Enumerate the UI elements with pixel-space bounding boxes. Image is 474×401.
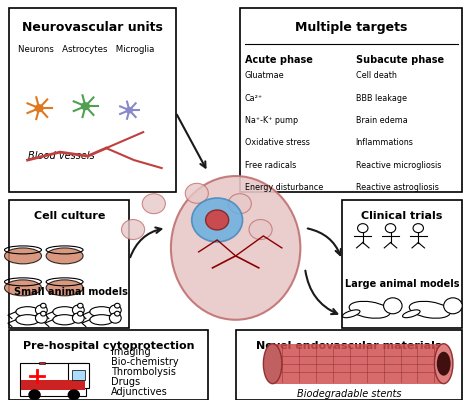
Ellipse shape — [90, 307, 113, 317]
Text: Cell culture: Cell culture — [34, 211, 105, 221]
Circle shape — [357, 224, 368, 233]
Text: Imaging: Imaging — [111, 346, 150, 356]
Circle shape — [78, 312, 83, 316]
Text: Bio-chemistry: Bio-chemistry — [111, 356, 178, 366]
Text: Clinical trials: Clinical trials — [361, 211, 443, 221]
Text: Ca²⁺: Ca²⁺ — [245, 93, 263, 102]
Text: Drugs: Drugs — [111, 376, 140, 386]
FancyBboxPatch shape — [72, 370, 85, 380]
Text: Reactive microgliosis: Reactive microgliosis — [356, 160, 441, 169]
Text: Inflammations: Inflammations — [356, 138, 413, 147]
Circle shape — [78, 304, 83, 308]
Circle shape — [41, 304, 46, 308]
Text: Novel endovascular materials: Novel endovascular materials — [256, 340, 442, 350]
Circle shape — [444, 298, 462, 314]
Text: Thrombolysis: Thrombolysis — [111, 366, 176, 376]
Ellipse shape — [16, 307, 39, 317]
Circle shape — [29, 390, 40, 400]
Text: Adjunctives: Adjunctives — [111, 386, 168, 396]
FancyBboxPatch shape — [9, 200, 129, 328]
Ellipse shape — [4, 280, 41, 296]
Text: Subacute phase: Subacute phase — [356, 55, 444, 65]
Text: Reactive astrogliosis: Reactive astrogliosis — [356, 182, 438, 192]
Circle shape — [36, 313, 47, 323]
Circle shape — [109, 313, 121, 323]
Circle shape — [73, 305, 84, 316]
Ellipse shape — [53, 307, 76, 317]
Ellipse shape — [342, 310, 360, 318]
Circle shape — [185, 184, 209, 204]
Text: Small animal models: Small animal models — [14, 286, 128, 296]
Circle shape — [35, 105, 43, 112]
FancyBboxPatch shape — [240, 9, 462, 192]
Circle shape — [191, 198, 243, 242]
Ellipse shape — [4, 248, 41, 264]
FancyBboxPatch shape — [9, 9, 175, 192]
Text: Oxidative stress: Oxidative stress — [245, 138, 310, 147]
Circle shape — [385, 224, 396, 233]
Text: Pre-hospital cytoprotection: Pre-hospital cytoprotection — [23, 340, 194, 350]
Circle shape — [126, 108, 132, 113]
Text: Large animal models: Large animal models — [345, 278, 459, 288]
FancyBboxPatch shape — [39, 362, 45, 365]
Circle shape — [142, 194, 165, 214]
Ellipse shape — [402, 310, 420, 318]
Text: Acute phase: Acute phase — [245, 55, 313, 65]
Text: Neurovascular units: Neurovascular units — [22, 21, 163, 34]
Circle shape — [36, 305, 47, 316]
Circle shape — [82, 103, 89, 110]
FancyBboxPatch shape — [9, 330, 208, 400]
Text: Na⁺-K⁺ pump: Na⁺-K⁺ pump — [245, 115, 298, 125]
Text: Neurons   Astrocytes   Microglia: Neurons Astrocytes Microglia — [18, 45, 155, 54]
Ellipse shape — [53, 315, 76, 325]
Circle shape — [413, 224, 423, 233]
Ellipse shape — [437, 352, 451, 376]
Circle shape — [109, 305, 121, 316]
Circle shape — [228, 194, 251, 214]
Text: Energy disturbance: Energy disturbance — [245, 182, 323, 192]
Text: Free radicals: Free radicals — [245, 160, 296, 169]
FancyBboxPatch shape — [68, 363, 89, 389]
FancyBboxPatch shape — [21, 380, 85, 390]
Circle shape — [41, 312, 46, 316]
FancyBboxPatch shape — [236, 330, 462, 400]
Text: Biodegradable stents: Biodegradable stents — [297, 388, 401, 398]
Ellipse shape — [435, 344, 453, 384]
Ellipse shape — [90, 315, 113, 325]
Text: Cell death: Cell death — [356, 71, 397, 80]
Ellipse shape — [171, 176, 301, 320]
Ellipse shape — [46, 280, 83, 296]
Ellipse shape — [409, 302, 450, 318]
FancyBboxPatch shape — [20, 363, 86, 397]
FancyBboxPatch shape — [342, 200, 462, 328]
Circle shape — [206, 211, 228, 230]
Circle shape — [383, 298, 402, 314]
Text: Multiple targets: Multiple targets — [295, 21, 407, 34]
Ellipse shape — [349, 302, 390, 318]
Circle shape — [115, 304, 120, 308]
Circle shape — [73, 313, 84, 323]
Text: Brain edema: Brain edema — [356, 115, 407, 125]
Text: Blood vessels: Blood vessels — [27, 151, 94, 161]
FancyBboxPatch shape — [273, 344, 444, 384]
Circle shape — [121, 220, 145, 240]
Circle shape — [68, 390, 79, 400]
Text: Gluatmae: Gluatmae — [245, 71, 284, 80]
Circle shape — [249, 220, 272, 240]
Text: BBB leakage: BBB leakage — [356, 93, 407, 102]
Ellipse shape — [264, 344, 282, 384]
Ellipse shape — [16, 315, 39, 325]
Circle shape — [115, 312, 120, 316]
Ellipse shape — [46, 248, 83, 264]
